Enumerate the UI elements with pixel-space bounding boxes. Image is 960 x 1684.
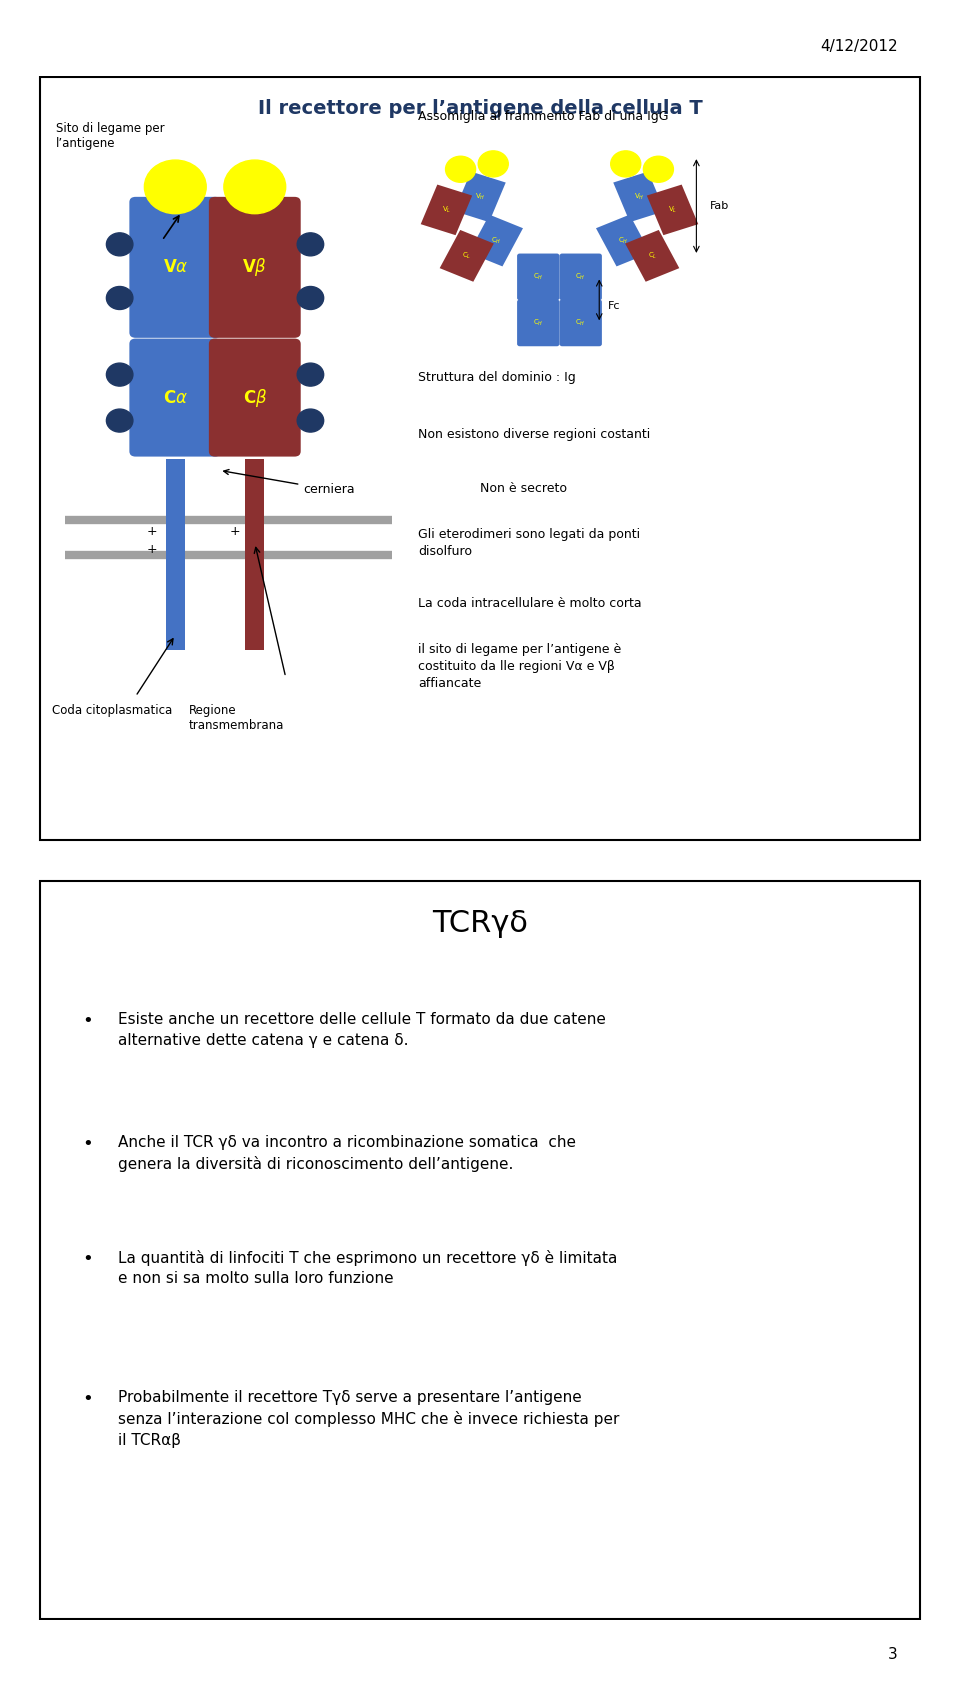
FancyBboxPatch shape (560, 300, 602, 347)
Text: Anche il TCR γδ va incontro a ricombinazione somatica  che
genera la diversità d: Anche il TCR γδ va incontro a ricombinaz… (118, 1135, 576, 1172)
Polygon shape (420, 185, 472, 236)
Text: Fab: Fab (709, 200, 729, 210)
Text: Regione
transmembrana: Regione transmembrana (188, 704, 284, 733)
Text: Esiste anche un recettore delle cellule T formato da due catene
alternative dett: Esiste anche un recettore delle cellule … (118, 1012, 606, 1047)
Text: Probabilmente il recettore Tγδ serve a presentare l’antigene
senza l’interazione: Probabilmente il recettore Tγδ serve a p… (118, 1391, 619, 1448)
Polygon shape (440, 231, 493, 281)
Text: V$_H$: V$_H$ (475, 192, 485, 202)
FancyBboxPatch shape (245, 578, 265, 650)
Text: Sito di legame per
l’antigene: Sito di legame per l’antigene (56, 121, 165, 150)
Text: V$\alpha$: V$\alpha$ (162, 258, 188, 276)
Text: C$_H$: C$_H$ (575, 317, 586, 328)
Text: V$_H$: V$_H$ (634, 192, 644, 202)
Text: Il recettore per l’antigene della cellula T: Il recettore per l’antigene della cellul… (257, 99, 703, 118)
FancyBboxPatch shape (517, 254, 560, 300)
FancyBboxPatch shape (209, 338, 300, 456)
Circle shape (298, 364, 324, 386)
Circle shape (107, 409, 132, 433)
Circle shape (107, 286, 132, 310)
Polygon shape (625, 231, 680, 281)
Text: La quantità di linfociti T che esprimono un recettore γδ è limitata
e non si sa : La quantità di linfociti T che esprimono… (118, 1250, 617, 1287)
FancyBboxPatch shape (40, 77, 920, 840)
Circle shape (298, 232, 324, 256)
Text: cerniera: cerniera (224, 470, 355, 497)
Text: Fc: Fc (608, 301, 620, 310)
Circle shape (107, 232, 132, 256)
FancyBboxPatch shape (209, 197, 300, 338)
Text: Non esistono diverse regioni costanti: Non esistono diverse regioni costanti (419, 428, 651, 441)
Circle shape (298, 409, 324, 433)
Circle shape (611, 152, 640, 177)
Text: TCRγδ: TCRγδ (432, 909, 528, 938)
Text: C$_L$: C$_L$ (648, 251, 657, 261)
Text: Assomiglia al frammento Fab di una IgG: Assomiglia al frammento Fab di una IgG (419, 109, 669, 123)
Text: •: • (83, 1012, 93, 1031)
Text: C$_H$: C$_H$ (491, 236, 501, 246)
Text: il sito di legame per l’antigene è
costituito da lle regioni Vα e Vβ
affiancate: il sito di legame per l’antigene è costi… (419, 643, 621, 690)
Text: +: + (229, 525, 240, 539)
Text: 4/12/2012: 4/12/2012 (821, 39, 898, 54)
FancyBboxPatch shape (130, 338, 221, 456)
Text: •: • (83, 1250, 93, 1268)
Text: C$_H$: C$_H$ (618, 236, 629, 246)
Text: C$_L$: C$_L$ (462, 251, 471, 261)
FancyBboxPatch shape (165, 458, 185, 578)
Text: •: • (83, 1391, 93, 1408)
Text: C$_H$: C$_H$ (575, 271, 586, 281)
FancyBboxPatch shape (517, 300, 560, 347)
Circle shape (144, 160, 206, 214)
Polygon shape (596, 214, 650, 266)
Text: Non è secreto: Non è secreto (480, 482, 567, 495)
Text: C$_H$: C$_H$ (533, 271, 543, 281)
Text: •: • (83, 1135, 93, 1152)
Polygon shape (647, 185, 698, 236)
Polygon shape (613, 172, 664, 222)
Circle shape (445, 157, 475, 182)
Text: V$_L$: V$_L$ (668, 205, 677, 216)
Circle shape (224, 160, 286, 214)
Circle shape (478, 152, 508, 177)
Text: 3: 3 (888, 1647, 898, 1662)
Text: C$\beta$: C$\beta$ (243, 387, 267, 409)
FancyBboxPatch shape (165, 578, 185, 650)
Text: La coda intracellulare è molto corta: La coda intracellulare è molto corta (419, 596, 642, 610)
Text: +: + (146, 525, 156, 539)
FancyBboxPatch shape (40, 881, 920, 1618)
Text: Coda citoplasmatica: Coda citoplasmatica (52, 704, 172, 717)
Circle shape (643, 157, 673, 182)
Text: C$_H$: C$_H$ (533, 317, 543, 328)
Polygon shape (454, 172, 506, 222)
Text: Struttura del dominio : Ig: Struttura del dominio : Ig (419, 370, 576, 384)
FancyBboxPatch shape (130, 197, 221, 338)
FancyBboxPatch shape (560, 254, 602, 300)
FancyBboxPatch shape (245, 458, 265, 578)
Text: +: + (146, 542, 156, 556)
Text: V$\beta$: V$\beta$ (242, 256, 267, 278)
Circle shape (298, 286, 324, 310)
Polygon shape (468, 214, 523, 266)
Text: Gli eterodimeri sono legati da ponti
disolfuro: Gli eterodimeri sono legati da ponti dis… (419, 527, 640, 557)
Circle shape (107, 364, 132, 386)
Text: C$\alpha$: C$\alpha$ (163, 389, 188, 406)
Text: V$_L$: V$_L$ (442, 205, 451, 216)
